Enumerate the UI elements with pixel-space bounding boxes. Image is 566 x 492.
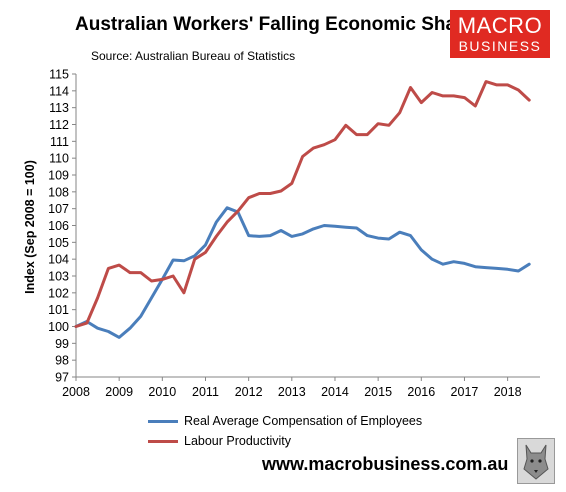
y-tick-label: 103 bbox=[48, 270, 69, 284]
y-tick-label: 110 bbox=[49, 152, 69, 166]
y-tick-label: 97 bbox=[55, 371, 69, 385]
x-tick-label: 2015 bbox=[364, 385, 392, 399]
y-tick-label: 114 bbox=[49, 84, 69, 98]
y-tick-label: 104 bbox=[48, 253, 69, 267]
legend-label-compensation: Real Average Compensation of Employees bbox=[184, 414, 423, 428]
y-tick-label: 109 bbox=[48, 169, 69, 183]
y-tick-label: 101 bbox=[48, 303, 69, 317]
y-tick-label: 112 bbox=[49, 118, 69, 132]
chart-subtitle: Source: Australian Bureau of Statistics bbox=[91, 49, 296, 63]
logo-line-2: BUSINESS bbox=[458, 38, 542, 54]
y-tick-label: 105 bbox=[48, 236, 69, 250]
x-tick-label: 2014 bbox=[321, 385, 349, 399]
logo-line-1: MACRO bbox=[457, 13, 543, 38]
x-tick-label: 2016 bbox=[407, 385, 435, 399]
y-tick-label: 111 bbox=[50, 135, 69, 149]
y-tick-label: 108 bbox=[48, 185, 69, 199]
y-tick-label: 107 bbox=[48, 202, 69, 216]
y-tick-label: 98 bbox=[55, 354, 69, 368]
x-tick-label: 2017 bbox=[451, 385, 479, 399]
wolf-logo-icon bbox=[517, 438, 555, 484]
legend-label-productivity: Labour Productivity bbox=[184, 434, 292, 448]
chart-title: Australian Workers' Falling Economic Sha… bbox=[75, 14, 475, 35]
y-tick-label: 115 bbox=[49, 68, 69, 82]
y-tick-label: 113 bbox=[49, 101, 69, 115]
website-url[interactable]: www.macrobusiness.com.au bbox=[262, 454, 509, 474]
legend-swatch-compensation bbox=[148, 419, 178, 423]
legend-item-compensation: Real Average Compensation of Employees bbox=[148, 411, 422, 431]
x-tick-label: 2008 bbox=[62, 385, 90, 399]
x-tick-label: 2011 bbox=[192, 385, 219, 399]
chart-series bbox=[74, 80, 531, 339]
legend-swatch-productivity bbox=[148, 439, 178, 443]
series-line-productivity bbox=[74, 80, 531, 328]
chart-legend: Real Average Compensation of Employees L… bbox=[148, 411, 422, 451]
y-tick-label: 100 bbox=[48, 320, 69, 334]
legend-item-productivity: Labour Productivity bbox=[148, 431, 422, 451]
x-tick-label: 2018 bbox=[494, 385, 522, 399]
y-tick-label: 102 bbox=[48, 286, 69, 300]
x-tick-label: 2010 bbox=[148, 385, 176, 399]
y-tick-label: 99 bbox=[55, 337, 69, 351]
chart-axes: 97 98 99 100 101 102 103 104 105 106 107 108 109 110 1… bbox=[48, 68, 540, 399]
x-tick-label: 2009 bbox=[105, 385, 133, 399]
y-tick-label: 106 bbox=[48, 219, 69, 233]
x-tick-label: 2012 bbox=[235, 385, 263, 399]
x-tick-label: 2013 bbox=[278, 385, 306, 399]
series-line-compensation bbox=[74, 206, 531, 339]
macrobusiness-logo: MACRO BUSINESS bbox=[450, 10, 550, 58]
